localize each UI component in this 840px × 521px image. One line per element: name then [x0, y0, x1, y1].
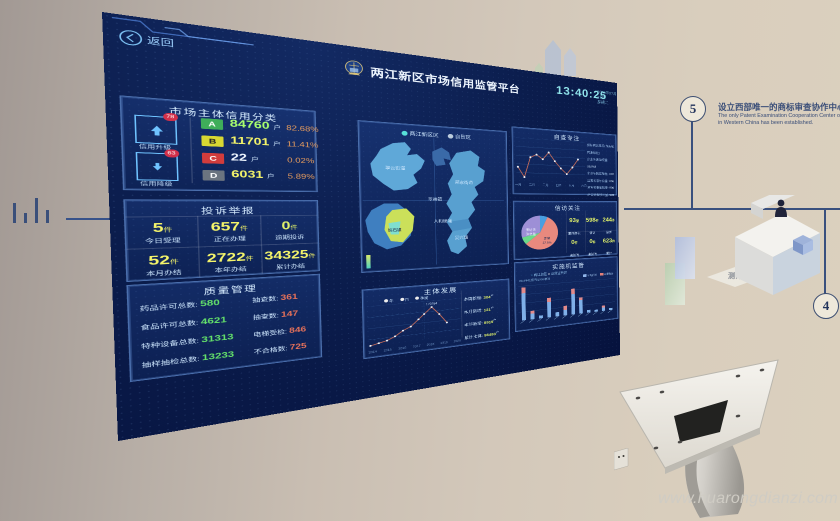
- svg-text:翠岳镇: 翠岳镇: [428, 197, 442, 202]
- svg-text:170284: 170284: [426, 302, 437, 306]
- svg-text:12.5%: 12.5%: [542, 241, 551, 245]
- svg-text:复兴镇: 复兴镇: [455, 235, 468, 240]
- svg-text:正常: 正常: [544, 236, 551, 240]
- svg-text:礁石镇: 礁石镇: [388, 227, 402, 232]
- svg-text:翠云街道: 翠云街道: [385, 165, 405, 171]
- svg-text:人和街道: 人和街道: [434, 218, 453, 223]
- svg-text:邢家街道: 邢家街道: [455, 180, 473, 185]
- svg-text:信访关: 信访关: [526, 228, 536, 232]
- svg-text:注总量: 注总量: [526, 232, 536, 236]
